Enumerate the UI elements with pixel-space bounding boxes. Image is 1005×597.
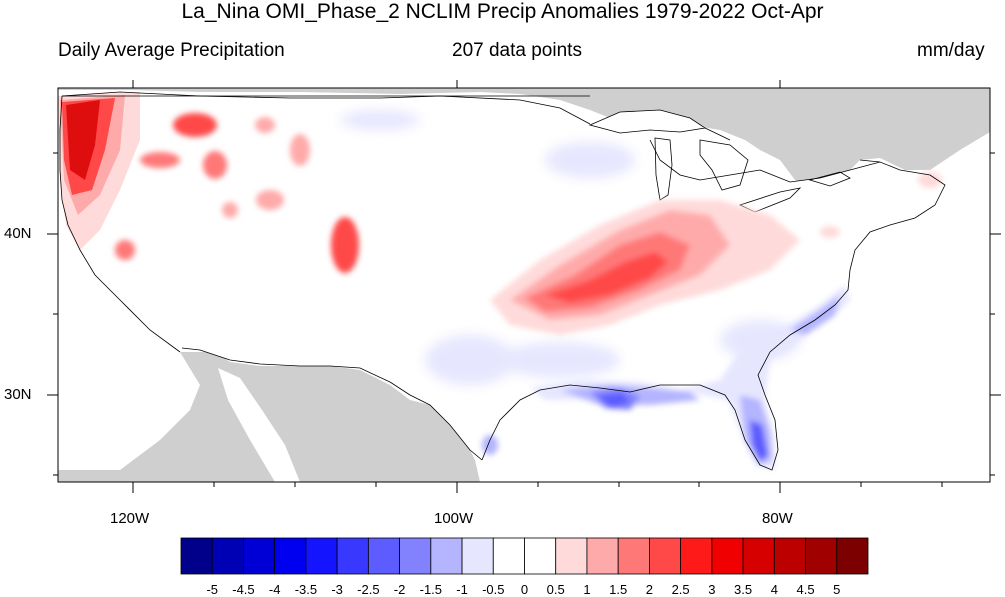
colorbar-label: -2 <box>393 582 406 597</box>
western-mountain-anomalies <box>115 113 359 273</box>
longitude-ticks <box>132 80 943 493</box>
lake-huron <box>699 139 749 191</box>
ohio-valley-anomaly <box>490 200 800 335</box>
lake-michigan <box>654 137 673 201</box>
canada-landmass <box>58 88 990 190</box>
colorbar-label: -5 <box>206 582 218 597</box>
colorbar-swatch <box>586 537 619 575</box>
colorbar-label: 2 <box>645 582 654 597</box>
colorbar-label: -4 <box>268 582 281 597</box>
colorbar-label: 0.5 <box>546 582 565 597</box>
colorbar-swatch <box>711 537 744 575</box>
lat-tick-30n: 30N <box>4 386 32 403</box>
lon-tick-100w: 100W <box>434 510 474 527</box>
colorbar-label: 1.5 <box>609 582 628 597</box>
colorbar-label: 0 <box>520 582 529 597</box>
colorbar-swatch <box>492 537 525 575</box>
northeast-patches <box>820 172 942 238</box>
colorbar-label: -2.5 <box>357 582 380 597</box>
colorbar-label: 1 <box>583 582 591 597</box>
subtitle-units: mm/day <box>917 40 985 61</box>
colorbar-label: -1 <box>456 582 468 597</box>
southeast-negative-anomaly <box>482 285 850 470</box>
colorbar-swatch <box>430 537 463 575</box>
colorbar-label: -3 <box>331 582 343 597</box>
colorbar-swatch <box>524 537 557 575</box>
latitude-ticks <box>47 152 1001 476</box>
subtitle-center: 207 data points <box>452 40 582 61</box>
figure-title: La_Nina OMI_Phase_2 NCLIM Precip Anomali… <box>181 0 824 23</box>
colorbar-swatch <box>336 537 369 575</box>
mexico-landmass <box>58 352 480 482</box>
colorbar-swatch <box>461 537 494 575</box>
colorbar-swatch <box>211 537 244 575</box>
subtitle-left: Daily Average Precipitation <box>58 40 285 61</box>
lon-tick-80w: 80W <box>762 510 793 527</box>
colorbar-label: -4.5 <box>232 582 255 597</box>
colorbar-label: 2.5 <box>671 582 690 597</box>
colorbar-label: 4 <box>770 582 778 597</box>
colorbar-swatch <box>836 537 869 575</box>
colorbar-swatch <box>617 537 650 575</box>
colorbar-swatch <box>274 537 307 575</box>
lon-tick-120w: 120W <box>110 510 150 527</box>
colorbar-label: -0.5 <box>482 582 505 597</box>
colorbar-label: 3.5 <box>734 582 753 597</box>
colorbar-swatch <box>773 537 806 575</box>
colorbar-swatch <box>305 537 338 575</box>
lake-ontario <box>808 171 851 187</box>
colorbar-swatch <box>180 537 213 575</box>
colorbar-swatch <box>649 537 682 575</box>
pacific-northwest-anomaly <box>58 92 140 250</box>
lat-tick-40n: 40N <box>4 225 32 242</box>
us-canada-border <box>62 95 881 163</box>
colorbar-swatch <box>555 537 588 575</box>
coastline <box>59 91 946 471</box>
baja-gulf <box>218 368 300 482</box>
colorbar-label: 3 <box>708 582 716 597</box>
us-mexico-border <box>181 347 483 461</box>
colorbar-swatch <box>680 537 713 575</box>
colorbar-label: 5 <box>833 582 841 597</box>
colorbar-swatch <box>367 537 400 575</box>
colorbar-label: -1.5 <box>419 582 443 597</box>
colorbar-label: 4.5 <box>796 582 815 597</box>
colorbar-label: -3.5 <box>294 582 318 597</box>
colorbar <box>180 537 869 575</box>
plot-frame <box>57 87 991 483</box>
colorbar-swatch <box>243 537 276 575</box>
colorbar-swatch <box>399 537 432 575</box>
colorbar-swatch <box>805 537 838 575</box>
colorbar-swatch <box>742 537 775 575</box>
